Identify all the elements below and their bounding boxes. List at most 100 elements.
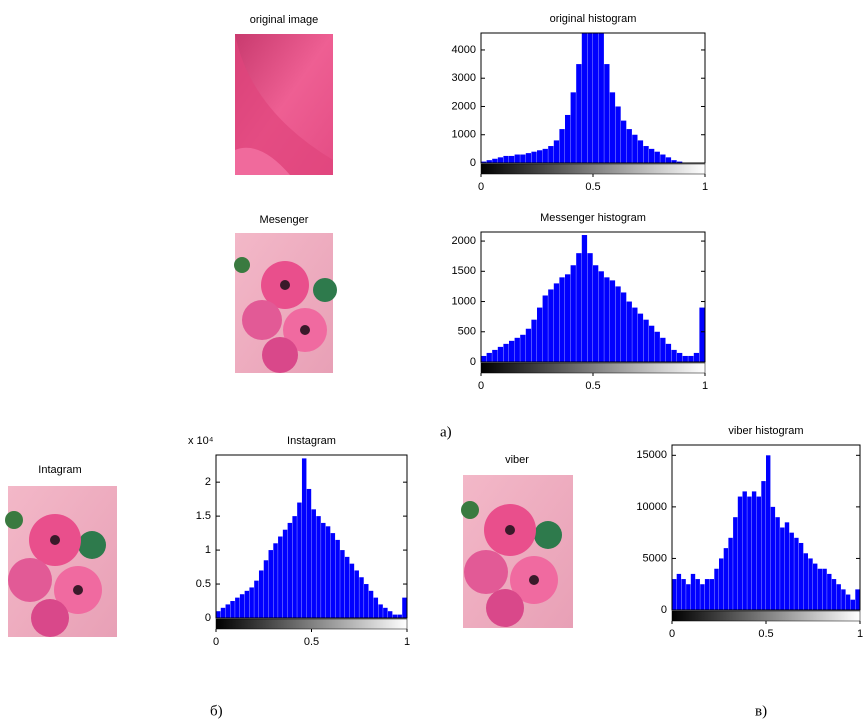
- bar: [637, 313, 644, 362]
- bar: [581, 235, 588, 362]
- bar: [576, 253, 582, 362]
- bar: [643, 146, 649, 163]
- bar: [845, 594, 851, 610]
- bar: [531, 151, 537, 163]
- colorbar: [671, 610, 861, 622]
- bar: [733, 517, 738, 610]
- x-tick-label: 1: [702, 380, 708, 392]
- bars: [672, 455, 860, 610]
- bar: [254, 580, 259, 618]
- bar: [649, 325, 655, 362]
- bar: [273, 543, 278, 618]
- bar: [780, 527, 785, 610]
- y-tick-label: 2: [205, 476, 211, 488]
- bar: [553, 140, 560, 163]
- caption: а): [440, 424, 452, 440]
- bar: [368, 590, 374, 618]
- bar: [609, 92, 616, 163]
- bar: [676, 573, 682, 610]
- bar: [330, 533, 336, 618]
- bar: [714, 568, 719, 610]
- bar: [621, 292, 627, 362]
- bar: [503, 155, 509, 163]
- bar: [230, 601, 235, 618]
- colorbar: [215, 618, 408, 630]
- bar: [770, 506, 776, 610]
- y-tick-label: 10000: [636, 501, 667, 513]
- bar: [282, 529, 288, 618]
- x-tick-label: 1: [404, 636, 410, 648]
- bar: [239, 594, 245, 618]
- y-tick-label: 2000: [452, 100, 476, 112]
- y-tick-label: 1000: [452, 295, 476, 307]
- bar: [509, 340, 515, 362]
- bar: [681, 579, 686, 610]
- bar: [593, 33, 599, 163]
- bar: [565, 274, 571, 362]
- bar: [220, 607, 226, 618]
- bar: [598, 271, 604, 362]
- bar: [311, 509, 316, 618]
- x-tick-label: 1: [702, 181, 708, 193]
- bar: [383, 607, 388, 618]
- bar: [297, 502, 302, 618]
- bar: [244, 590, 250, 618]
- bar: [316, 516, 321, 618]
- bar: [225, 604, 231, 618]
- bar: [581, 33, 588, 163]
- original-photo: [235, 34, 333, 175]
- bar: [542, 148, 548, 163]
- bar: [359, 577, 364, 618]
- bar: [509, 155, 515, 163]
- y-tick-label: 0: [470, 157, 476, 169]
- bar: [278, 536, 283, 618]
- bar: [492, 349, 498, 362]
- bar: [235, 597, 240, 618]
- colorbar: [480, 362, 706, 374]
- bar: [559, 277, 565, 362]
- bar: [695, 579, 700, 610]
- bar: [486, 352, 492, 362]
- bar: [520, 154, 526, 163]
- axes-frame: [480, 231, 706, 363]
- bar: [693, 352, 700, 362]
- bar: [747, 496, 752, 610]
- bar: [615, 286, 621, 362]
- bar: [402, 597, 407, 618]
- y-tick-label: 0.5: [196, 578, 211, 590]
- x-tick-label: 1: [857, 628, 863, 640]
- bar: [742, 491, 747, 610]
- bar: [831, 579, 837, 610]
- axes-frame: [480, 32, 706, 164]
- bar: [637, 140, 644, 163]
- bar: [553, 283, 560, 362]
- image-title: viber: [505, 454, 529, 466]
- x-tick-label: 0.5: [758, 628, 773, 640]
- y-tick-label: 0: [661, 604, 667, 616]
- bar: [548, 146, 554, 163]
- bar: [537, 150, 543, 163]
- bar: [559, 129, 565, 163]
- bar: [822, 568, 827, 610]
- bar: [626, 129, 632, 163]
- bar: [287, 522, 293, 618]
- image-title: original image: [250, 14, 318, 26]
- bar: [700, 584, 705, 610]
- x-tick-label: 0: [213, 636, 219, 648]
- bar: [486, 160, 492, 163]
- bar: [373, 597, 379, 618]
- bar: [604, 64, 610, 163]
- bar: [481, 161, 487, 163]
- bar: [789, 532, 794, 610]
- x-tick-label: 0: [478, 380, 484, 392]
- y-tick-label: 1500: [452, 265, 476, 277]
- bar: [593, 265, 599, 362]
- caption: б): [210, 703, 223, 719]
- bar: [537, 307, 543, 362]
- y-tick-label: 3000: [452, 72, 476, 84]
- y-tick-label: 15000: [636, 449, 667, 461]
- bar: [643, 319, 649, 362]
- bar: [761, 481, 766, 610]
- bar: [677, 161, 683, 163]
